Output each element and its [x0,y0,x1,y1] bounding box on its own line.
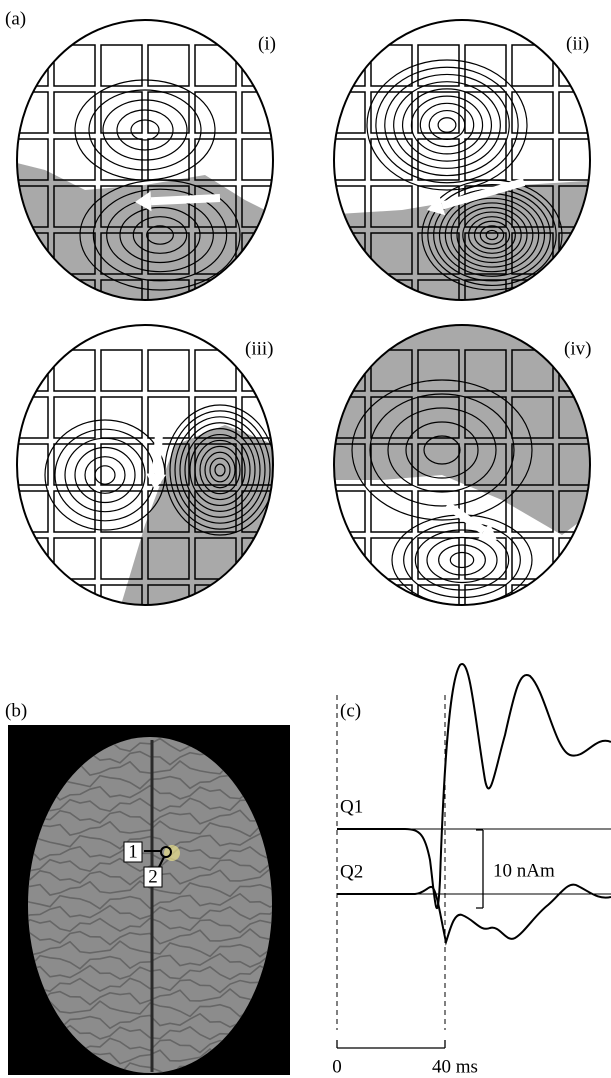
trace-q2 [337,885,611,942]
time-label: 0 [332,1056,342,1077]
sensor [242,280,283,321]
trace-label: Q2 [340,861,363,882]
sensor [559,585,600,626]
scale-bar [476,830,483,908]
sensor [559,280,600,321]
marker-label: 2 [148,866,158,887]
sensor [324,280,365,321]
sensor [242,585,283,626]
trace-label: Q1 [340,796,363,817]
time-bar [337,1040,445,1048]
map-label: (i) [258,33,276,54]
brain [28,737,272,1073]
field-map [5,10,285,321]
panel-label: (b) [5,700,27,721]
marker-label: 1 [128,841,138,862]
field-map [322,305,602,626]
field-maps [5,10,602,626]
figure: 1 2 (a) (b) (c) (i) (ii) (iii) (iv) Q1 Q… [0,0,611,1078]
scale-label: 10 nAm [493,860,555,881]
sensor [7,585,48,626]
map-label: (iii) [245,338,274,359]
sensor [7,280,48,321]
time-label: 40 ms [432,1056,478,1077]
map-label: (iv) [564,338,591,359]
traces [337,664,611,1048]
map-label: (ii) [566,33,589,54]
panel-label: (c) [340,700,361,721]
sensor [324,585,365,626]
panel-label: (a) [5,8,26,29]
field-map [322,10,602,321]
trace-q1 [337,664,611,908]
dipole-arrow [156,420,160,474]
dipole-arrow [151,198,220,201]
field-map [5,315,285,626]
